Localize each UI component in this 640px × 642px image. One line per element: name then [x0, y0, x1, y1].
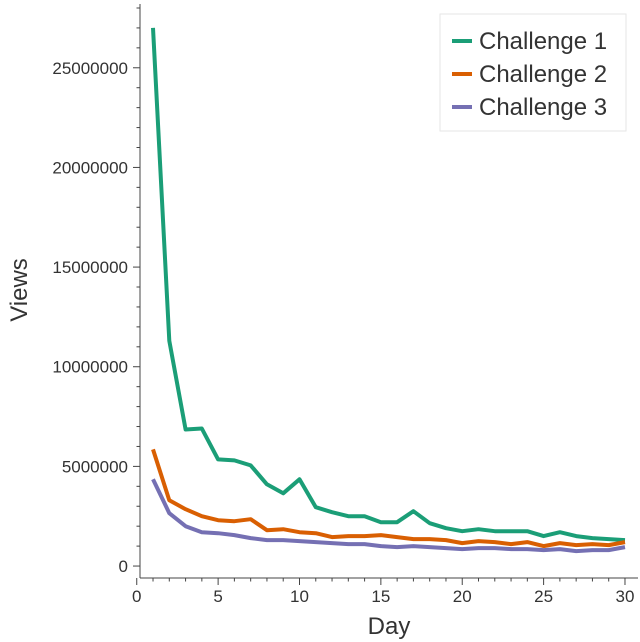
y-tick-label: 20000000: [52, 158, 128, 177]
y-tick-label: 10000000: [52, 358, 128, 377]
x-tick-label: 20: [453, 587, 472, 606]
legend: Challenge 1 Challenge 2 Challenge 3: [439, 13, 627, 132]
legend-label-2: Challenge 2: [479, 61, 607, 88]
series-line-1: [151, 27, 626, 543]
y-tick-label: 5000000: [62, 457, 128, 476]
y-tick-label: 25000000: [52, 59, 128, 78]
series-line-3: [151, 478, 626, 554]
y-tick-label: 0: [119, 557, 128, 576]
series-line-2: [151, 448, 626, 549]
y-tick-label: 15000000: [52, 258, 128, 277]
y-axis-title: Views: [6, 258, 33, 322]
x-tick-label: 0: [132, 587, 141, 606]
x-tick-label: 25: [534, 587, 553, 606]
legend-label-3: Challenge 3: [479, 94, 607, 121]
x-axis-title: Day: [368, 613, 411, 640]
series-layer: [151, 27, 626, 554]
x-tick-label: 15: [371, 587, 390, 606]
legend-label-1: Challenge 1: [479, 28, 607, 55]
axes: 0 5 10 15 20 25 30 0 5000000 10000000 15000000 2000…: [52, 4, 638, 606]
x-tick-label: 10: [290, 587, 309, 606]
x-tick-label: 30: [616, 587, 635, 606]
x-tick-label: 5: [213, 587, 222, 606]
